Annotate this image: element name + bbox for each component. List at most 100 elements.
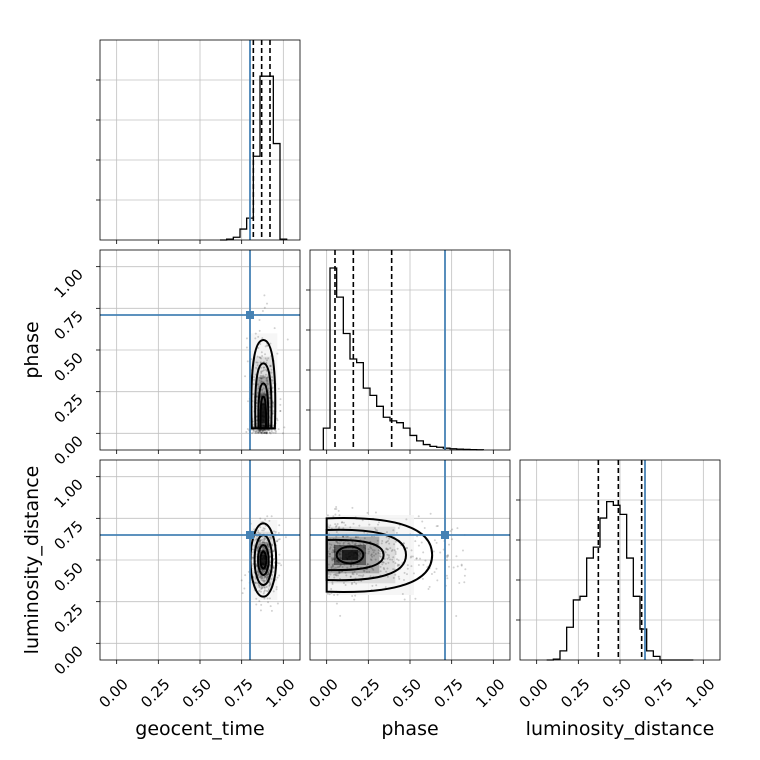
sample-point bbox=[389, 547, 392, 550]
sample-point bbox=[257, 383, 260, 386]
panel-1-1 bbox=[306, 249, 511, 454]
sample-point bbox=[387, 561, 390, 564]
sample-point bbox=[258, 586, 261, 589]
sample-point bbox=[264, 575, 267, 578]
sample-point bbox=[266, 380, 269, 383]
sample-point bbox=[258, 329, 261, 332]
sample-point bbox=[355, 536, 358, 539]
sample-point bbox=[255, 597, 258, 600]
sample-point bbox=[362, 546, 365, 549]
sample-point bbox=[337, 509, 340, 512]
sample-point bbox=[422, 563, 425, 566]
sample-point bbox=[266, 430, 269, 433]
sample-point bbox=[263, 580, 266, 583]
sample-point bbox=[334, 513, 337, 516]
sample-point bbox=[388, 537, 391, 540]
sample-point bbox=[266, 577, 269, 580]
panel-border bbox=[99, 459, 301, 661]
sample-point bbox=[354, 551, 357, 554]
sample-point bbox=[257, 545, 260, 548]
sample-point bbox=[344, 571, 347, 574]
sample-point bbox=[332, 551, 335, 554]
sample-point bbox=[272, 431, 275, 434]
sample-point bbox=[265, 376, 268, 379]
sample-point bbox=[336, 541, 339, 544]
sample-point bbox=[341, 566, 344, 569]
sample-point bbox=[262, 563, 265, 566]
sample-point bbox=[265, 361, 268, 364]
sample-point bbox=[261, 562, 264, 565]
sample-point bbox=[332, 515, 335, 518]
sample-point bbox=[335, 574, 338, 577]
sample-point bbox=[333, 544, 336, 547]
sample-point bbox=[456, 527, 459, 530]
sample-point bbox=[384, 541, 387, 544]
sample-point bbox=[253, 429, 256, 432]
sample-point bbox=[284, 536, 287, 539]
sample-point bbox=[346, 557, 349, 560]
sample-point bbox=[392, 556, 395, 559]
sample-point bbox=[334, 525, 337, 528]
sample-point bbox=[271, 376, 274, 379]
sample-point bbox=[263, 375, 266, 378]
sample-point bbox=[256, 431, 259, 434]
sample-point bbox=[269, 555, 272, 558]
sample-point bbox=[396, 558, 399, 561]
sample-point bbox=[263, 416, 266, 419]
panel-border bbox=[309, 249, 511, 451]
sample-point bbox=[377, 523, 380, 526]
sample-point bbox=[268, 549, 271, 552]
sample-point bbox=[252, 431, 255, 434]
sample-point bbox=[357, 557, 360, 560]
sample-point bbox=[260, 431, 263, 434]
sample-point bbox=[350, 565, 353, 568]
sample-point bbox=[262, 424, 265, 427]
sample-point bbox=[257, 429, 260, 432]
sample-point bbox=[355, 551, 358, 554]
sample-point bbox=[365, 570, 368, 573]
panel-0-0 bbox=[96, 39, 301, 244]
sample-point bbox=[260, 577, 263, 580]
sample-point bbox=[263, 425, 266, 428]
sample-point bbox=[269, 582, 272, 585]
y-tick-label: 0.00 bbox=[50, 432, 86, 468]
sample-point bbox=[397, 559, 400, 562]
sample-point bbox=[260, 429, 263, 432]
sample-point bbox=[258, 589, 261, 592]
sample-point bbox=[356, 566, 359, 569]
sample-point bbox=[358, 554, 361, 557]
sample-point bbox=[261, 391, 264, 394]
sample-point bbox=[262, 374, 265, 377]
sample-point bbox=[451, 528, 454, 531]
y-tick-label: 0.25 bbox=[50, 390, 86, 426]
sample-point bbox=[366, 563, 369, 566]
sample-point bbox=[355, 573, 358, 576]
sample-point bbox=[338, 542, 341, 545]
sample-point bbox=[263, 366, 266, 369]
sample-point bbox=[352, 564, 355, 567]
sample-point bbox=[374, 527, 377, 530]
density-block bbox=[261, 555, 266, 565]
sample-point bbox=[350, 583, 353, 586]
sample-point bbox=[275, 588, 278, 591]
sample-point bbox=[406, 567, 409, 570]
sample-point bbox=[261, 421, 264, 424]
sample-point bbox=[265, 589, 268, 592]
sample-point bbox=[359, 544, 362, 547]
sample-point bbox=[347, 542, 350, 545]
sample-point bbox=[339, 550, 342, 553]
contour-line bbox=[254, 362, 273, 430]
sample-point bbox=[326, 592, 329, 595]
sample-point bbox=[368, 570, 371, 573]
sample-point bbox=[432, 550, 435, 553]
sample-point bbox=[328, 543, 331, 546]
sample-point bbox=[335, 602, 338, 605]
sample-point bbox=[265, 344, 268, 347]
sample-point bbox=[256, 425, 259, 428]
sample-point bbox=[333, 558, 336, 561]
sample-point bbox=[379, 552, 382, 555]
sample-point bbox=[257, 335, 260, 338]
sample-point bbox=[448, 543, 451, 546]
sample-point bbox=[380, 542, 383, 545]
sample-point bbox=[385, 548, 388, 551]
